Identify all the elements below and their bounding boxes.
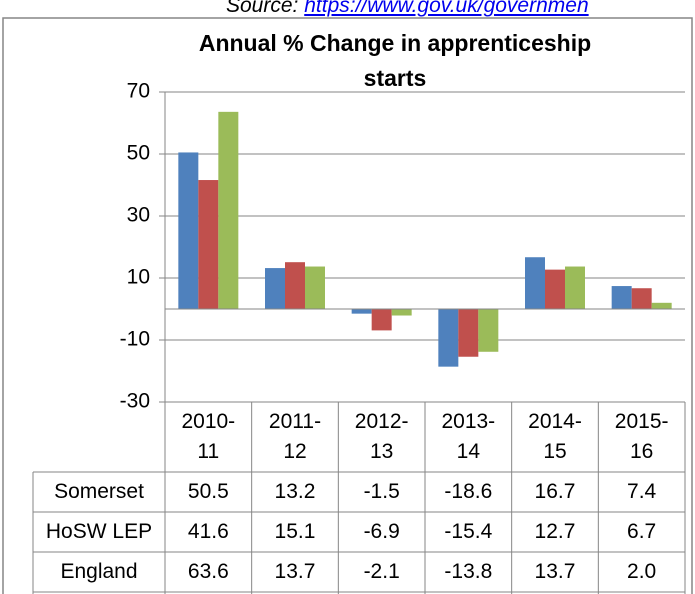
- bar: [351, 309, 372, 314]
- chart-title: Annual % Change in apprenticeship: [199, 30, 591, 56]
- bar: [371, 309, 392, 331]
- bar: [525, 257, 545, 309]
- data-label: 63.6: [187, 560, 229, 583]
- bar: [565, 266, 585, 309]
- data-label: 13.7: [534, 560, 576, 583]
- y-tick-label: -30: [120, 390, 150, 413]
- data-label: 13.7: [274, 560, 316, 583]
- legend-label: HoSW LEP: [45, 520, 153, 543]
- data-label: 13.2: [274, 480, 316, 503]
- x-tick-label: 2012-13: [354, 410, 409, 463]
- data-label: 6.7: [627, 520, 657, 543]
- data-label: 16.7: [534, 480, 576, 503]
- bar: [285, 262, 305, 309]
- y-tick-label: 10: [127, 266, 150, 289]
- legend-label: England: [60, 560, 138, 583]
- bar: [651, 302, 672, 309]
- source-link[interactable]: https://www.gov.uk/governmen: [304, 0, 589, 17]
- title-line: starts: [364, 65, 427, 91]
- bar: [545, 269, 565, 309]
- bar: [198, 180, 219, 309]
- bar: [478, 309, 499, 352]
- chart-frame: [2, 17, 693, 594]
- x-tick-label: 2015-16: [614, 410, 669, 463]
- y-tick-label: 30: [127, 204, 150, 227]
- y-tick-label: 70: [127, 80, 150, 103]
- legend-label: Somerset: [54, 480, 144, 503]
- bar: [391, 309, 412, 316]
- data-label: 2.0: [627, 560, 657, 583]
- data-label: -15.4: [444, 520, 493, 543]
- bar: [218, 111, 239, 309]
- y-tick-label: 50: [127, 142, 150, 165]
- bar: [438, 309, 459, 367]
- source: Source: https://www.gov.uk/governmen: [226, 0, 695, 18]
- chart-title: starts: [364, 65, 427, 91]
- x-tick-label: 2013-14: [441, 410, 496, 463]
- data-label: 7.4: [627, 480, 657, 503]
- data-label: 12.7: [534, 520, 576, 543]
- x-tick-label: 2010-11: [181, 410, 236, 463]
- data-label: -13.8: [444, 560, 493, 583]
- source-label: Source:: [226, 0, 299, 17]
- data-label: -1.5: [363, 480, 400, 503]
- x-tick-label: 2014-15: [528, 410, 582, 463]
- data-label: -2.1: [363, 560, 400, 583]
- data-label: -6.9: [363, 520, 400, 543]
- bar: [458, 309, 479, 357]
- data-label: 50.5: [187, 480, 229, 503]
- data-label: 15.1: [274, 520, 316, 543]
- y-tick-label: -10: [120, 328, 150, 351]
- bar: [611, 286, 632, 309]
- bar: [265, 268, 285, 309]
- data-label: 41.6: [187, 520, 229, 543]
- x-tick-label: 2011-12: [268, 410, 322, 463]
- bar: [305, 266, 325, 309]
- bar: [631, 288, 652, 309]
- title-line: Annual % Change in apprenticeship: [199, 30, 591, 56]
- bar: [178, 152, 199, 309]
- data-label: -18.6: [444, 480, 493, 503]
